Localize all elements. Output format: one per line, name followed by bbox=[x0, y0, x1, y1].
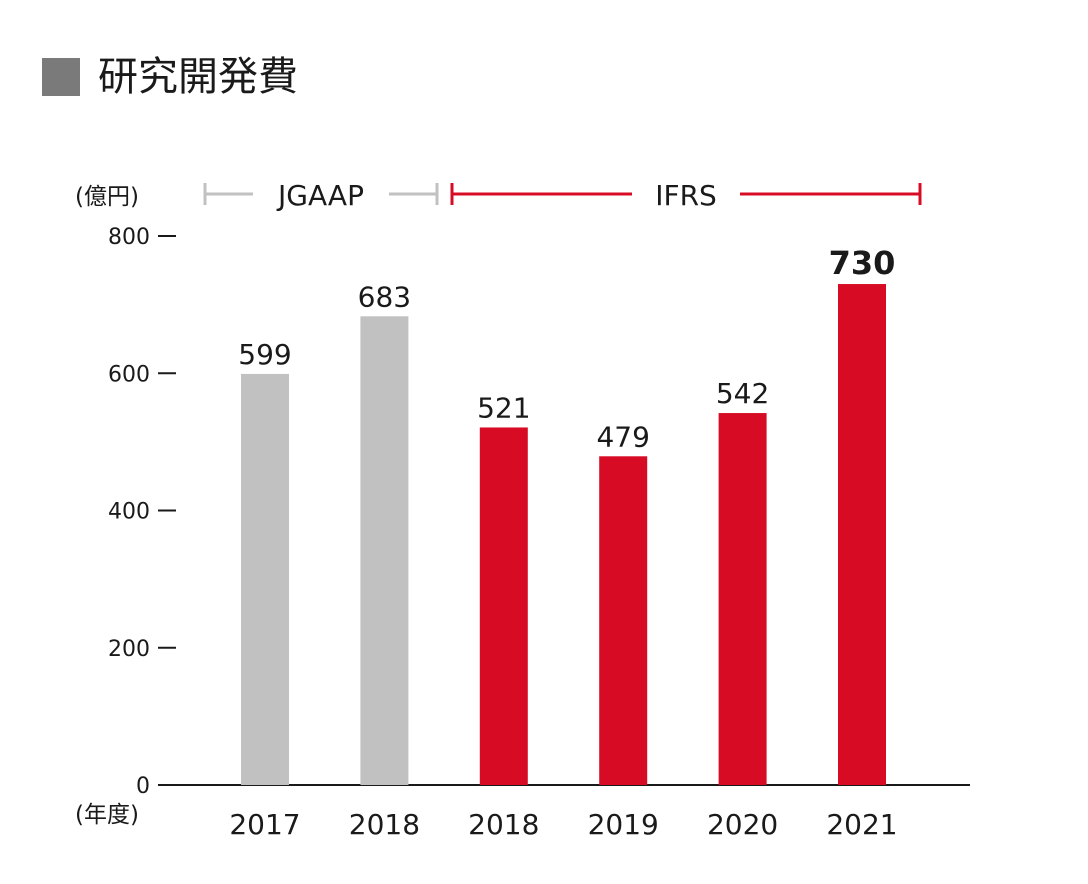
bar bbox=[479, 427, 528, 785]
x-axis-labels: 2017 2018 2018 2019 2020 2021 bbox=[229, 808, 897, 841]
y-tick-label: 200 bbox=[108, 637, 150, 662]
x-tick-label: 2021 bbox=[826, 808, 897, 841]
bar-value-label: 479 bbox=[596, 420, 649, 453]
x-tick-label: 2020 bbox=[707, 808, 778, 841]
y-axis: 0 200 400 600 800 bbox=[108, 225, 970, 799]
standard-label: IFRS bbox=[655, 179, 717, 212]
y-tick-label: 400 bbox=[108, 500, 150, 525]
bar bbox=[241, 373, 289, 785]
x-tick-label: 2017 bbox=[229, 808, 300, 841]
bar-value-label: 683 bbox=[358, 280, 411, 313]
y-tick-label: 0 bbox=[136, 774, 150, 799]
standard-label: JGAAP bbox=[276, 179, 364, 212]
bar-value-label: 521 bbox=[477, 391, 530, 424]
chart-title: 研究開発費 bbox=[98, 54, 298, 100]
y-tick-label: 800 bbox=[108, 225, 150, 250]
bars bbox=[241, 284, 886, 785]
y-axis-unit-label: (億円) bbox=[75, 184, 139, 210]
y-tick-label: 600 bbox=[108, 362, 150, 387]
bar bbox=[718, 413, 767, 785]
bar-value-label: 730 bbox=[829, 244, 896, 282]
bar-value-label: 599 bbox=[238, 338, 291, 371]
bar bbox=[838, 284, 886, 785]
x-axis-unit-label: (年度) bbox=[75, 802, 139, 828]
value-labels: 599 683 521 479 542 730 bbox=[238, 244, 895, 453]
title-square-icon bbox=[42, 58, 80, 96]
bar bbox=[599, 456, 648, 785]
x-tick-label: 2018 bbox=[468, 808, 539, 841]
x-tick-label: 2018 bbox=[349, 808, 420, 841]
bar bbox=[360, 316, 409, 785]
x-tick-label: 2019 bbox=[588, 808, 659, 841]
bar-value-label: 542 bbox=[716, 377, 769, 410]
accounting-standard-brackets: JGAAP IFRS bbox=[203, 179, 922, 212]
